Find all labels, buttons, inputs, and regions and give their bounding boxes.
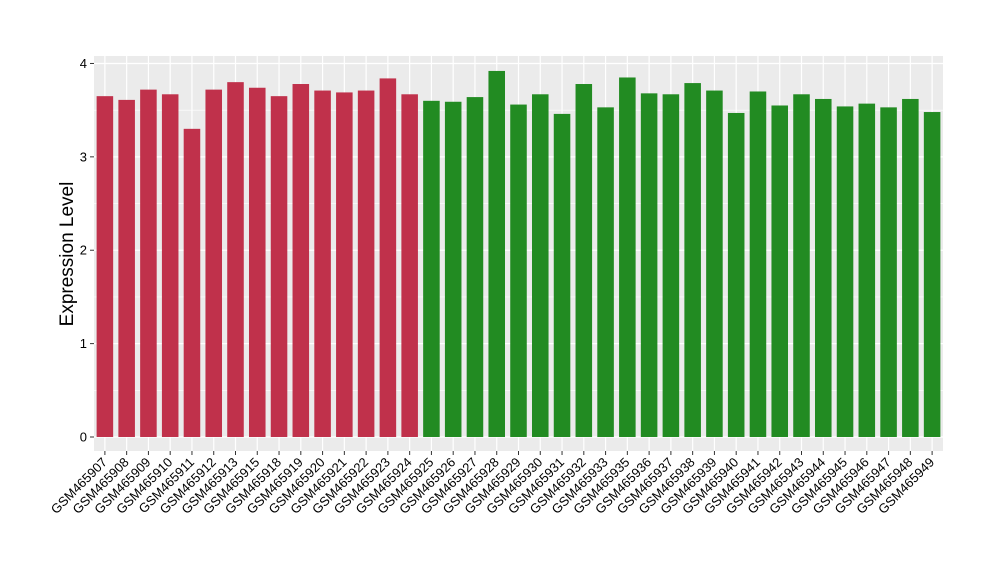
bar-GSM465922 — [357, 90, 375, 437]
bar-GSM465912 — [205, 89, 223, 437]
bar-GSM465930 — [531, 94, 549, 437]
bar-GSM465943 — [793, 94, 810, 437]
bar-GSM465944 — [814, 98, 832, 437]
bar-GSM465907 — [96, 96, 114, 437]
bar-GSM465938 — [684, 83, 701, 437]
bar-GSM465949 — [923, 112, 941, 437]
bars-group — [96, 70, 941, 437]
y-tick-label: 2 — [80, 243, 87, 258]
bar-GSM465940 — [727, 112, 745, 437]
bar-GSM465937 — [662, 94, 680, 437]
bar-GSM465939 — [706, 90, 723, 437]
bar-GSM465918 — [270, 96, 288, 437]
bar-GSM465911 — [183, 128, 201, 437]
bar-GSM465941 — [749, 91, 767, 437]
bar-GSM465932 — [575, 84, 593, 437]
y-axis: 0 1 2 3 4 — [80, 56, 94, 444]
bar-GSM465947 — [880, 107, 897, 437]
bar-GSM465921 — [336, 92, 353, 437]
bar-GSM465948 — [902, 98, 919, 437]
y-tick-label: 3 — [80, 149, 87, 164]
bar-GSM465927 — [466, 97, 484, 437]
bar-GSM465926 — [444, 101, 462, 437]
bar-GSM465913 — [227, 82, 244, 437]
bar-GSM465933 — [597, 107, 614, 437]
bar-GSM465945 — [836, 106, 854, 437]
bar-GSM465925 — [423, 100, 440, 437]
y-tick-label: 4 — [80, 56, 87, 71]
y-tick-label: 0 — [80, 429, 87, 444]
bar-GSM465910 — [161, 94, 179, 437]
x-axis: GSM465907GSM465908GSM465909GSM465910GSM4… — [48, 451, 937, 517]
y-axis-title: Expression Level — [57, 182, 78, 327]
bar-GSM465909 — [140, 89, 157, 437]
y-tick-label: 1 — [80, 336, 87, 351]
bar-GSM465924 — [401, 94, 418, 437]
bar-GSM465923 — [379, 78, 397, 437]
bar-GSM465908 — [118, 99, 135, 437]
bar-GSM465915 — [248, 87, 266, 437]
bar-GSM465936 — [640, 93, 658, 437]
bar-GSM465920 — [314, 90, 331, 437]
bar-GSM465935 — [619, 77, 636, 437]
bar-GSM465929 — [510, 104, 527, 437]
bar-GSM465928 — [488, 70, 506, 437]
bar-GSM465946 — [858, 103, 876, 437]
bar-GSM465931 — [553, 113, 571, 437]
bar-GSM465942 — [771, 105, 789, 437]
bar-GSM465919 — [292, 84, 310, 437]
